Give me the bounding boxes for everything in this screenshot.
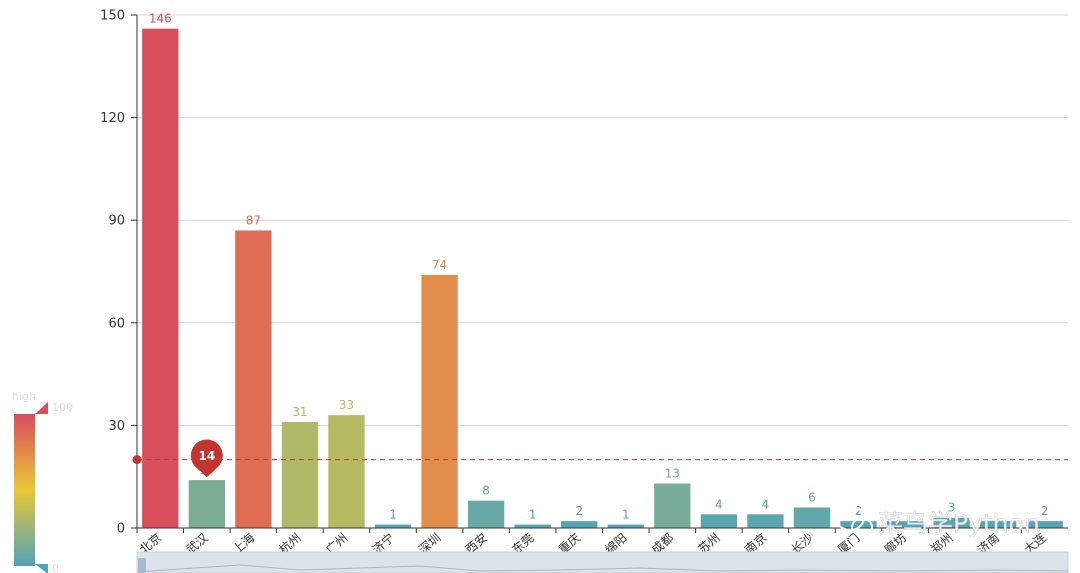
y-tick-label: 60: [108, 316, 125, 331]
bar-大连[interactable]: [1026, 521, 1063, 528]
bar-绵阳[interactable]: [607, 524, 644, 528]
bar-成都[interactable]: [654, 483, 691, 528]
bar-上海[interactable]: [235, 230, 272, 528]
bar-value-label: 4: [762, 497, 770, 511]
bar-value-label: 8: [482, 484, 490, 498]
bars: [142, 28, 1063, 529]
bar-杭州[interactable]: [281, 421, 319, 528]
bar-value-label: 1: [622, 508, 630, 522]
visual-map-min-handle[interactable]: [35, 564, 48, 573]
bar-长沙[interactable]: [793, 507, 831, 528]
y-tick-label: 30: [108, 419, 125, 434]
bar-value-label: 87: [246, 213, 261, 227]
visual-map-max-label: 100: [52, 401, 73, 414]
grid-lines: [137, 14, 1068, 529]
bar-济宁[interactable]: [374, 524, 412, 528]
bar-value-label: 146: [149, 12, 172, 26]
visual-map[interactable]: high 100 0: [12, 390, 73, 573]
watermark-text: 菜鸟学Python: [878, 509, 1040, 538]
y-tick-label: 120: [100, 111, 125, 126]
bar-郑州[interactable]: [933, 517, 970, 528]
visual-map-high-label: high: [12, 390, 36, 403]
bar-廊坊[interactable]: [886, 521, 924, 528]
data-zoom-slider[interactable]: [136, 551, 1069, 573]
bar-value-label: 6: [808, 490, 816, 504]
mark-point-label: 14: [198, 449, 215, 463]
max-mark-point[interactable]: 14: [190, 439, 223, 478]
bar-南京[interactable]: [747, 514, 784, 528]
average-mark-line: [132, 455, 1068, 465]
bar-济南[interactable]: [980, 521, 1017, 528]
bar-value-label: 2: [1041, 504, 1049, 518]
bar-value-label: 4: [715, 497, 723, 511]
y-tick-label: 90: [108, 214, 125, 229]
data-zoom-track[interactable]: [136, 551, 1069, 573]
bar-重庆[interactable]: [561, 521, 598, 528]
bar-value-label: 13: [665, 467, 680, 481]
bar-value-label: 3: [948, 501, 956, 515]
bar-广州[interactable]: [328, 415, 365, 528]
bar-value-label: 33: [339, 398, 354, 412]
bar-value-label: 1: [529, 508, 537, 522]
visual-map-color-bar: [14, 414, 35, 566]
bar-深圳[interactable]: [421, 274, 458, 528]
bar-value-label: 31: [292, 405, 307, 419]
y-tick-label: 150: [100, 9, 125, 24]
bar-西安[interactable]: [467, 500, 505, 528]
bar-厦门[interactable]: [840, 521, 877, 528]
watermark: 菜鸟学Python: [834, 504, 1040, 538]
visual-map-min-label: 0: [52, 562, 59, 573]
bar-value-label: 74: [432, 258, 447, 272]
bar-东莞[interactable]: [514, 524, 551, 528]
mark-point-pin[interactable]: [190, 439, 223, 478]
bar-北京[interactable]: [142, 28, 179, 529]
bar-value-label: 1: [389, 508, 397, 522]
bar-武汉[interactable]: [188, 480, 225, 528]
bar-value-label: 2: [855, 504, 863, 518]
y-axis: 0 30 60 90 120 150: [100, 9, 138, 537]
data-zoom-left-handle[interactable]: [138, 558, 146, 573]
y-tick-label: 0: [117, 522, 125, 537]
bar-苏州[interactable]: [700, 514, 738, 528]
visual-map-max-handle[interactable]: [35, 402, 48, 414]
data-zoom-preview-line: [136, 564, 1069, 573]
wechat-icon-small: [850, 517, 874, 537]
bar-value-label: 2: [575, 504, 583, 518]
